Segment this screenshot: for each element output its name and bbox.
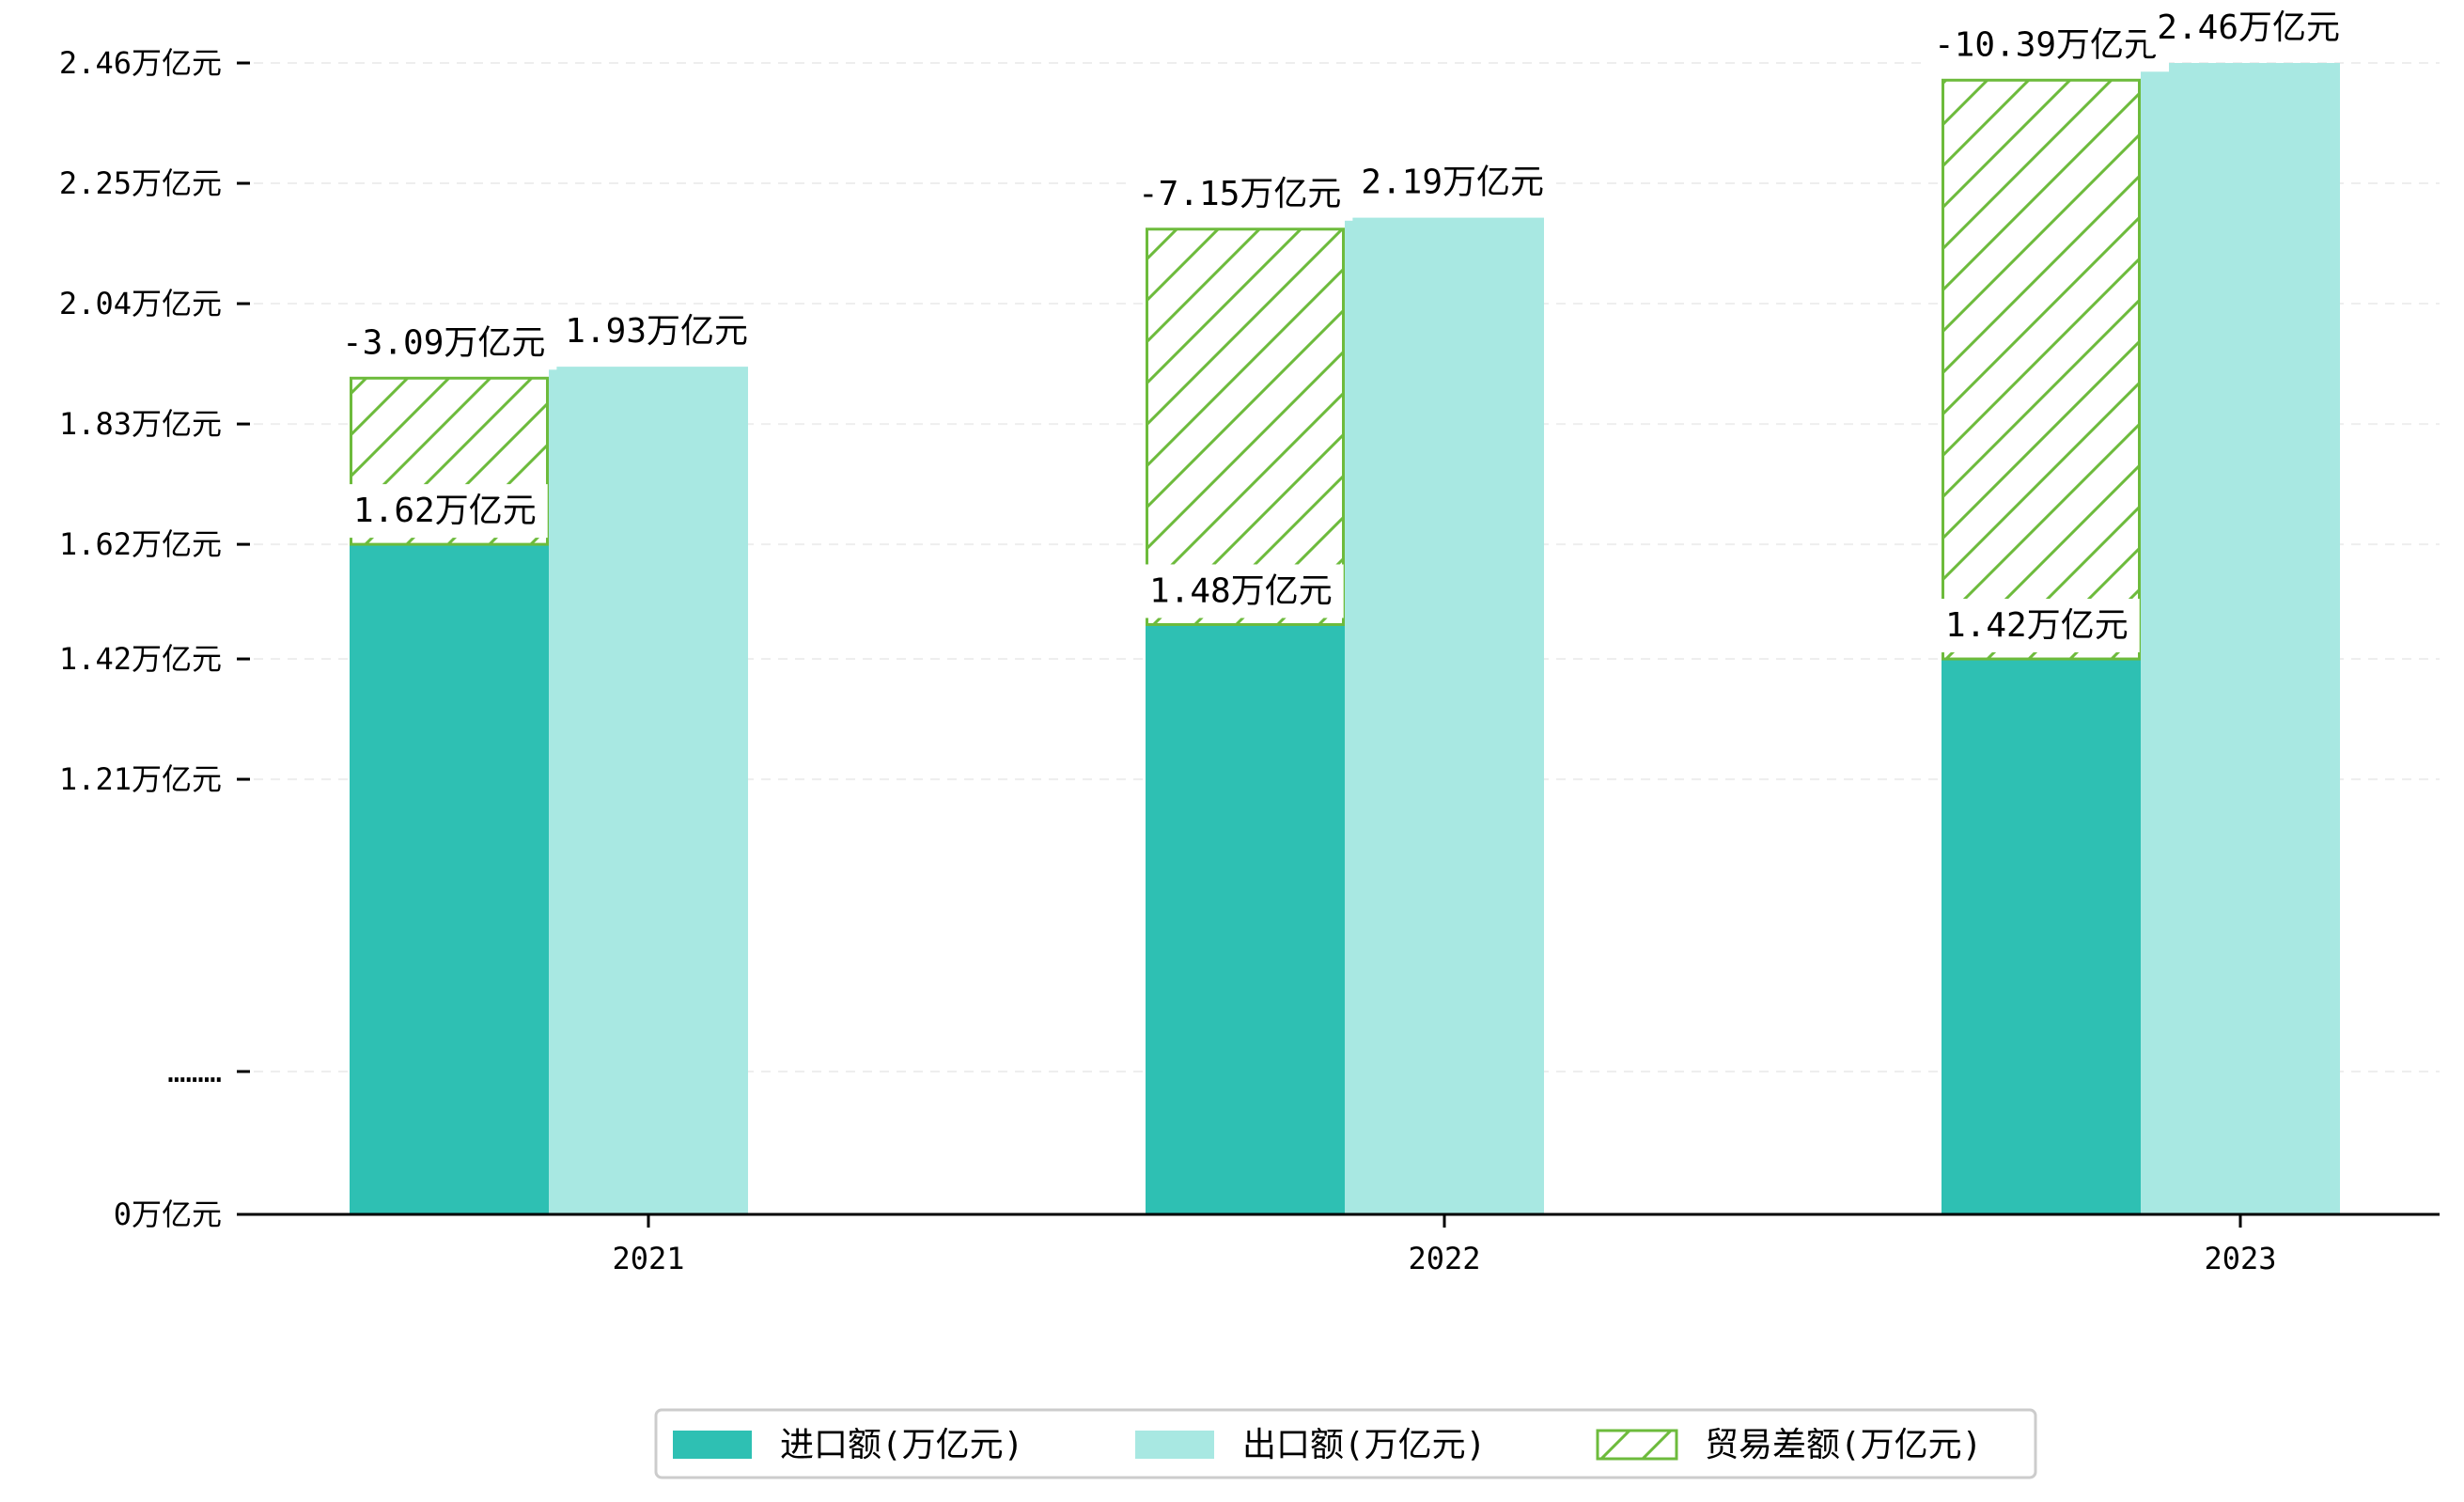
y-tick-label: 1.83万亿元 bbox=[59, 406, 222, 442]
legend-box bbox=[654, 1408, 2037, 1479]
data-label-import-2022-box bbox=[1138, 564, 1344, 618]
legend-label-0: 进口额(万亿元) bbox=[780, 1426, 1023, 1464]
x-tick-label-2021: 2021 bbox=[612, 1241, 684, 1276]
axis-layer: 0万亿元 ……… 1.21万亿元 1.42万亿元 1.62万亿元 1.83万亿元 2.04万… bbox=[59, 45, 2440, 1276]
data-label-balance-2022: -7.15万亿元 bbox=[1138, 175, 1341, 213]
y-tick-label: 1.21万亿元 bbox=[59, 761, 222, 797]
data-label-export-2021: 1.93万亿元 bbox=[565, 312, 748, 351]
x-tick-label-2022: 2022 bbox=[1408, 1241, 1480, 1276]
y-tick-label: ……… bbox=[167, 1054, 222, 1089]
y-tick-label: 1.62万亿元 bbox=[59, 526, 222, 562]
bar-balance-2022 bbox=[1146, 227, 1345, 626]
legend-label-1: 出口额(万亿元) bbox=[1242, 1426, 1486, 1464]
data-label-import-2023: 1.42万亿元 bbox=[1945, 606, 2129, 645]
bar-import-2021 bbox=[350, 544, 549, 1214]
data-label-export-2023: 2.46万亿元 bbox=[2157, 8, 2340, 47]
y-tick-label: 2.04万亿元 bbox=[59, 286, 222, 321]
data-label-balance-2022-box bbox=[1127, 166, 1353, 221]
data-label-import-2021-box bbox=[342, 484, 548, 539]
bar-balance-2023 bbox=[1942, 78, 2141, 661]
bar-import-2022 bbox=[1146, 624, 1345, 1214]
legend: 进口额(万亿元) 出口额(万亿元) 贸易差额(万亿元) bbox=[654, 1408, 2037, 1479]
y-tick-label: 2.46万亿元 bbox=[59, 45, 222, 81]
data-label-balance-2021-box bbox=[331, 316, 557, 370]
data-label-export-2021-box bbox=[554, 305, 759, 359]
y-tick-label: 0万亿元 bbox=[114, 1197, 222, 1232]
data-label-import-2021: 1.62万亿元 bbox=[353, 492, 537, 530]
data-label-export-2022-box bbox=[1349, 155, 1555, 210]
legend-swatch-2 bbox=[1596, 1429, 1678, 1461]
bar-export-2022 bbox=[1345, 217, 1544, 1215]
legend-swatch-1 bbox=[1135, 1431, 1214, 1459]
labels-layer: 1.62万亿元 -3.09万亿元 1.93万亿元 1.48万亿元 -7.15万亿元 2.1… bbox=[331, 1, 2351, 653]
data-label-import-2022: 1.48万亿元 bbox=[1149, 571, 1333, 610]
data-label-export-2023-box bbox=[2145, 1, 2351, 55]
data-label-import-2023-box bbox=[1934, 599, 2140, 653]
bar-export-2023 bbox=[2141, 63, 2340, 1214]
data-label-export-2022: 2.19万亿元 bbox=[1361, 164, 1544, 202]
legend-swatch-0 bbox=[673, 1431, 752, 1459]
data-label-balance-2023: -10.39万亿元 bbox=[1934, 25, 2158, 64]
y-tick-label: 2.25万亿元 bbox=[59, 165, 222, 201]
bar-import-2023 bbox=[1942, 659, 2141, 1214]
legend-label-2: 贸易差额(万亿元) bbox=[1705, 1426, 1982, 1464]
data-label-balance-2021: -3.09万亿元 bbox=[342, 323, 545, 362]
bar-export-2021 bbox=[549, 367, 748, 1214]
data-label-balance-2023-box bbox=[1923, 18, 2170, 72]
y-tick-label: 1.42万亿元 bbox=[59, 641, 222, 677]
x-tick-label-2023: 2023 bbox=[2204, 1241, 2276, 1276]
